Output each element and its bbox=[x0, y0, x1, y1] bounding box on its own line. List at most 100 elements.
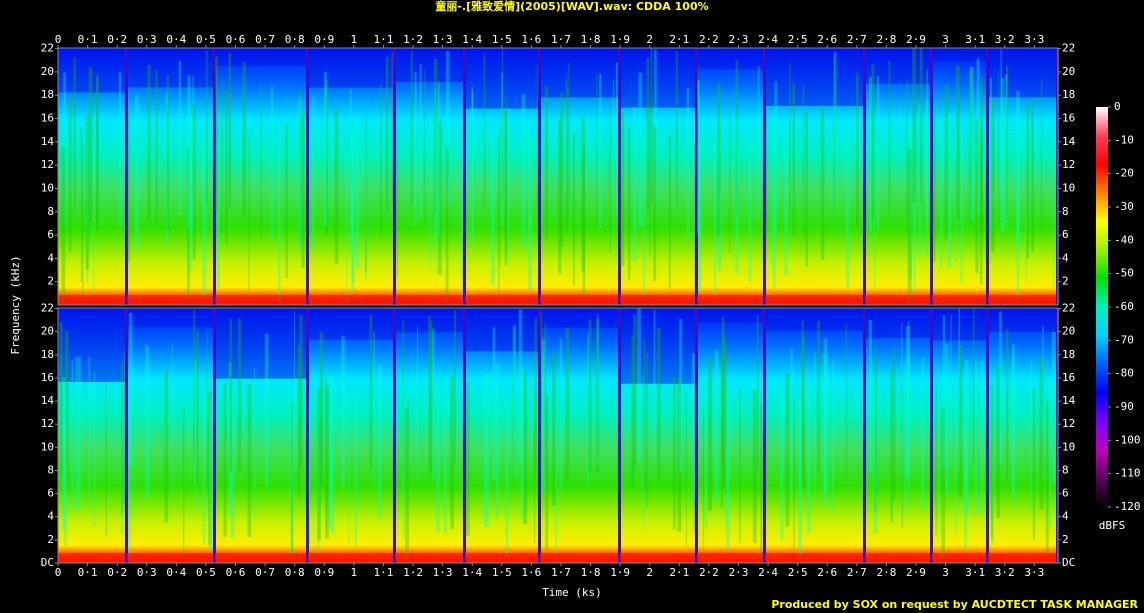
spectrogram-texture bbox=[350, 89, 352, 244]
spectrogram-texture bbox=[945, 343, 949, 497]
spectrogram-texture bbox=[657, 327, 661, 481]
spectrogram-texture bbox=[355, 113, 360, 268]
spectrogram-texture bbox=[890, 369, 893, 523]
spectrogram-texture bbox=[323, 71, 327, 227]
spectrogram-texture bbox=[620, 48, 697, 108]
spectrogram-texture bbox=[299, 91, 302, 246]
track-boundary bbox=[618, 308, 621, 563]
spectrogram-texture bbox=[402, 320, 405, 474]
spectrogram-texture bbox=[187, 75, 191, 230]
spectrogram-texture bbox=[541, 339, 546, 493]
spectrogram-texture bbox=[461, 145, 464, 300]
spectrogram-texture bbox=[121, 361, 124, 515]
spectrogram-texture bbox=[465, 48, 540, 109]
spectrogram-texture bbox=[868, 76, 873, 231]
y-tick-label: 18 bbox=[41, 348, 54, 361]
x-tick-label: 0 bbox=[55, 566, 62, 579]
x-tick-label: 2·7 bbox=[847, 33, 867, 46]
spectrogram-texture bbox=[533, 389, 536, 543]
track-boundary bbox=[763, 48, 766, 305]
spectrogram-texture bbox=[942, 315, 946, 469]
spectrogram-texture bbox=[909, 125, 912, 280]
spectrogram-texture bbox=[291, 403, 294, 557]
x-tick-label: 1·6 bbox=[521, 566, 541, 579]
y-tick-label: 10 bbox=[41, 181, 54, 194]
spectrogram-texture bbox=[264, 333, 269, 487]
spectrogram-texture bbox=[253, 367, 255, 521]
spectrogram-texture bbox=[434, 88, 437, 243]
spectrogram-texture bbox=[720, 353, 724, 507]
spectrogram-texture bbox=[80, 127, 83, 282]
spectrogram-texture bbox=[646, 353, 649, 507]
spectrogram-texture bbox=[921, 357, 925, 511]
spectrogram-texture bbox=[498, 139, 500, 294]
spectrogram-texture bbox=[555, 403, 558, 557]
spectrogram-texture bbox=[373, 332, 375, 486]
spectrogram-texture bbox=[1032, 387, 1036, 541]
spectrogram-texture bbox=[127, 295, 215, 303]
x-tick-label: 2·3 bbox=[729, 33, 749, 46]
colorbar-tick-label: -110 bbox=[1114, 467, 1141, 480]
x-tick-label: 0·8 bbox=[285, 566, 305, 579]
spectrogram-texture bbox=[278, 147, 281, 302]
spectrogram-texture bbox=[582, 144, 586, 300]
spectrogram-texture bbox=[483, 53, 486, 208]
spectrogram-texture bbox=[868, 320, 873, 474]
spectrogram-texture bbox=[954, 382, 957, 536]
spectrogram-texture bbox=[1048, 375, 1052, 529]
track-boundary bbox=[463, 48, 466, 305]
spectrogram-texture bbox=[61, 147, 66, 302]
spectrogram-texture bbox=[485, 374, 490, 528]
spectrogram-texture bbox=[913, 137, 916, 293]
spectrogram-texture bbox=[92, 138, 95, 293]
spectrogram-texture bbox=[428, 315, 431, 469]
spectrogram-texture bbox=[351, 128, 355, 284]
y-tick-label: 20 bbox=[1062, 325, 1075, 338]
spectrogram-texture bbox=[609, 99, 611, 254]
spectrogram-texture bbox=[93, 373, 96, 527]
spectrogram-texture bbox=[351, 138, 355, 293]
y-tick-label: 4 bbox=[1062, 510, 1069, 523]
x-tick-label: 1·8 bbox=[581, 33, 601, 46]
spectrogram-texture bbox=[1031, 98, 1034, 253]
x-tick-label: 3 bbox=[942, 33, 949, 46]
spectrogram-texture bbox=[147, 65, 151, 220]
track-boundary bbox=[930, 308, 933, 563]
colorbar-tick-label: 0 bbox=[1114, 100, 1121, 113]
spectrogram-texture bbox=[1016, 144, 1020, 300]
spectrogram-texture bbox=[491, 131, 495, 286]
spectrogram-texture bbox=[964, 359, 969, 513]
y-tick-label: 8 bbox=[47, 463, 54, 476]
spectrogram-texture bbox=[991, 385, 993, 539]
spectrogram-texture bbox=[905, 325, 910, 479]
spectrogram-texture bbox=[96, 73, 99, 228]
spectrogram-texture bbox=[512, 330, 515, 484]
spectrogram-texture bbox=[325, 377, 327, 531]
track-boundary bbox=[213, 308, 216, 563]
x-tick-label: 3·1 bbox=[965, 33, 985, 46]
x-tick-label: 2·9 bbox=[906, 566, 926, 579]
y-tick-label: 14 bbox=[1062, 394, 1076, 407]
spectrogram-texture bbox=[668, 134, 671, 289]
spectrogram-texture bbox=[865, 553, 932, 561]
x-tick-label: 1·2 bbox=[403, 566, 423, 579]
spectrogram-texture bbox=[919, 48, 923, 203]
y-tick-label: 14 bbox=[41, 135, 55, 148]
x-tick-label: 2·1 bbox=[669, 33, 689, 46]
y-tick-label: DC bbox=[41, 556, 54, 569]
spectrogram-texture bbox=[433, 58, 438, 213]
x-tick-label: 1·2 bbox=[403, 33, 423, 46]
spectrogram-texture bbox=[128, 402, 131, 556]
spectrogram-texture bbox=[178, 60, 182, 216]
spectrogram-texture bbox=[391, 51, 395, 206]
spectrogram-texture bbox=[642, 376, 644, 530]
spectrogram-texture bbox=[906, 79, 908, 235]
track-boundary bbox=[695, 48, 698, 305]
spectrogram-texture bbox=[620, 553, 697, 561]
spectrogram-texture bbox=[833, 52, 837, 207]
spectrogram-texture bbox=[1051, 331, 1056, 485]
spectrogram-texture bbox=[653, 126, 657, 281]
spectrogram-texture bbox=[944, 84, 949, 239]
x-tick-label: 1 bbox=[351, 33, 358, 46]
spectrogram-texture bbox=[756, 314, 759, 468]
